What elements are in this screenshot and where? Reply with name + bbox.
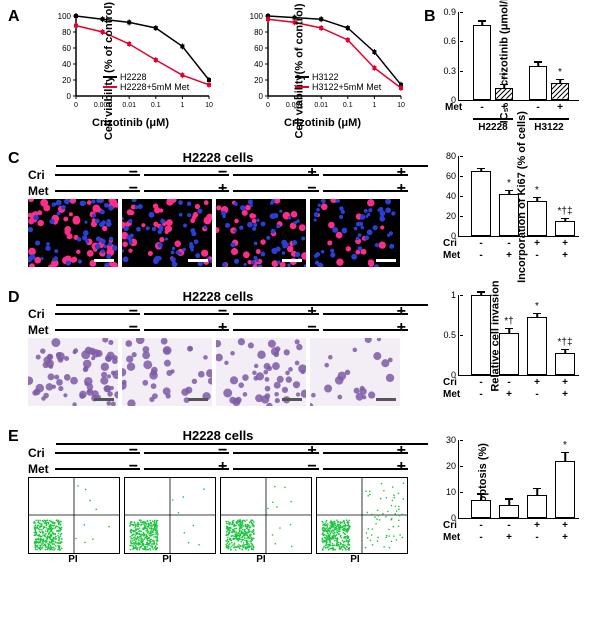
linechart-right-svg: 02040608010000.0010.010.1110 <box>240 12 405 112</box>
svg-text:10: 10 <box>397 102 405 109</box>
bar-area-c: 020406080***†‡Cri--++Met-+-+ <box>458 156 579 237</box>
svg-text:80: 80 <box>62 28 71 37</box>
svg-text:0.01: 0.01 <box>122 102 136 109</box>
svg-text:0: 0 <box>67 92 72 101</box>
svg-text:40: 40 <box>62 60 71 69</box>
flow-row-e <box>28 477 408 554</box>
panel-label-b: B <box>424 8 436 26</box>
micro-row-c <box>28 199 408 267</box>
linechart-left: Cell viability (% of control) 0204060801… <box>48 12 213 129</box>
svg-text:1: 1 <box>180 102 184 109</box>
linechart-left-svg: 02040608010000.0010.010.1110 <box>48 12 213 112</box>
flow-x-row: PIPIPIPI <box>28 554 408 565</box>
micro-row-d <box>28 338 408 406</box>
barchart-e: Apoptosis (%) 0102030*Cri--++Met-+-+ <box>458 440 588 519</box>
svg-text:0.1: 0.1 <box>343 102 353 109</box>
treatment-grid-d: Cri−−++Met−+−+ <box>28 304 408 338</box>
barchart-c: Incorporation of Ki67 (% of cells) 02040… <box>458 156 588 237</box>
panel-label-c: C <box>8 150 20 168</box>
panel-label-a: A <box>8 8 20 26</box>
linechart-right: Cell viability(% of control) 02040608010… <box>240 12 405 129</box>
treatment-grid-c: Cri−−++Met−+−+ <box>28 165 408 199</box>
svg-text:0: 0 <box>266 102 270 109</box>
svg-text:20: 20 <box>254 76 263 85</box>
treatment-grid-e: Cri−−++Met−+−+ <box>28 443 408 477</box>
bar-area-b: 00.30.60.9-†+-*+H2228H3122Met <box>458 12 579 101</box>
svg-text:1: 1 <box>372 102 376 109</box>
svg-text:60: 60 <box>254 44 263 53</box>
panel-label-e: E <box>8 428 19 446</box>
svg-text:100: 100 <box>58 12 72 21</box>
barchart-b: IC₅₀ to crizotinib (μmol/L) 00.30.60.9-†… <box>458 12 588 101</box>
barchart-d: Relative cell invasion 00.51*†**†‡Cri--+… <box>458 295 588 376</box>
svg-text:0.1: 0.1 <box>151 102 161 109</box>
svg-text:100: 100 <box>250 12 264 21</box>
svg-text:20: 20 <box>62 76 71 85</box>
svg-text:10: 10 <box>205 102 213 109</box>
bar-area-d: 00.51*†**†‡Cri--++Met-+-+ <box>458 295 579 376</box>
svg-text:0: 0 <box>259 92 264 101</box>
bar-area-e: 0102030*Cri--++Met-+-+ <box>458 440 579 519</box>
svg-text:0: 0 <box>74 102 78 109</box>
panel-label-d: D <box>8 289 20 307</box>
svg-text:80: 80 <box>254 28 263 37</box>
svg-text:40: 40 <box>254 60 263 69</box>
svg-text:0.01: 0.01 <box>314 102 328 109</box>
svg-text:60: 60 <box>62 44 71 53</box>
